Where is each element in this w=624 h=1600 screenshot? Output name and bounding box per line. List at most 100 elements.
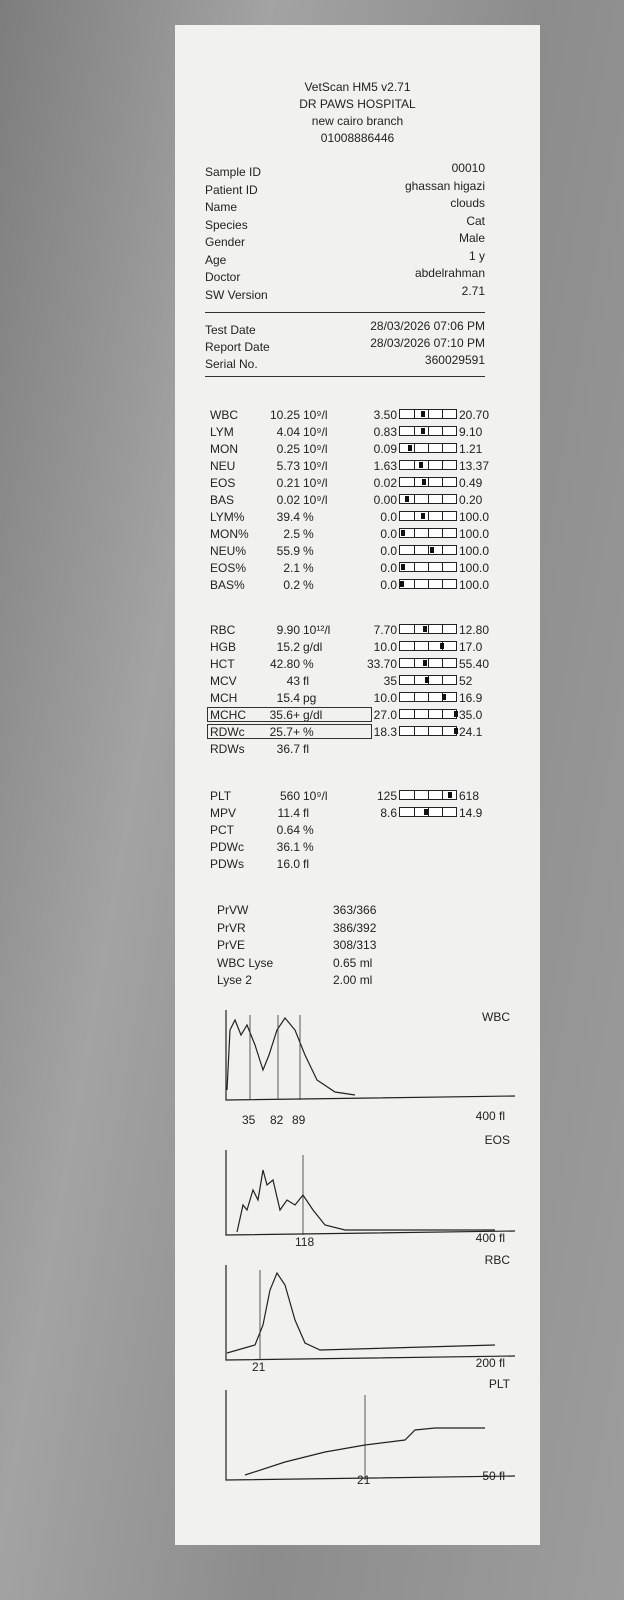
range-low: 0.02 (373, 476, 397, 490)
curve (225, 1010, 516, 1101)
info-value: abdelrahman (414, 266, 485, 280)
info-value: 28/03/2026 07:10 PM (370, 336, 485, 350)
bar-tick (442, 676, 443, 684)
range-low: 125 (376, 789, 397, 803)
range-low: 7.70 (373, 623, 397, 637)
result-value: 0.25 (276, 442, 300, 456)
result-unit: 10⁹/l (303, 789, 328, 803)
range-high: 14.9 (459, 806, 483, 820)
range-bar (399, 658, 457, 668)
bar-tick (428, 444, 429, 452)
result-value: 36.1 (276, 840, 300, 854)
range-marker (400, 581, 405, 587)
range-marker (407, 445, 412, 451)
range-low: 0.0 (380, 561, 397, 575)
range-low: 10.0 (373, 640, 397, 654)
result-value: 4.04 (276, 425, 300, 439)
range-low: 0.0 (380, 527, 397, 541)
bar-tick (428, 727, 429, 735)
range-low: 33.70 (366, 657, 397, 671)
curve (244, 1427, 485, 1476)
bar-tick (442, 410, 443, 418)
receipt: VetScan HM5 v2.71 DR PAWS HOSPITAL new cai… (175, 25, 540, 1545)
range-marker (442, 694, 447, 700)
range-marker (421, 479, 426, 485)
range-bar (399, 477, 457, 487)
range-low: 1.63 (373, 459, 397, 473)
flag-label: Lyse 2 (217, 973, 252, 987)
histogram-end: 50 fl (482, 1469, 505, 1483)
histogram-title: PLT (488, 1377, 510, 1391)
bar-tick (428, 529, 429, 537)
bar-tick (414, 461, 415, 469)
info-value: ghassan higazi (404, 178, 485, 193)
histogram (225, 1390, 516, 1481)
bar-tick (442, 461, 443, 469)
result-unit: pg (303, 691, 317, 705)
range-high: 20.70 (459, 408, 490, 422)
curve (225, 1265, 516, 1361)
range-marker (421, 513, 426, 519)
range-high: 24.1 (459, 725, 483, 739)
result-value: 39.4 (276, 510, 300, 524)
bar-tick (428, 710, 429, 718)
result-unit: 10⁹/l (303, 476, 328, 490)
bar-tick (442, 563, 443, 571)
result-unit: % (303, 657, 314, 671)
range-bar (399, 641, 457, 651)
range-high: 55.40 (459, 657, 490, 671)
range-bar (399, 807, 457, 817)
curve (225, 1390, 516, 1481)
header-branch: new cairo branch (311, 114, 404, 128)
result-unit: g/dl (303, 708, 323, 722)
range-bar (399, 675, 457, 685)
result-name: LYM (210, 425, 234, 439)
info-label: Name (205, 200, 238, 214)
range-low: 10.0 (373, 691, 397, 705)
histogram-end: 400 fl (475, 1109, 505, 1123)
range-bar (399, 709, 458, 719)
range-high: 9.10 (459, 425, 483, 439)
result-value: 15.2 (276, 640, 300, 654)
result-name: WBC (210, 408, 238, 422)
range-bar (399, 790, 457, 800)
info-value: 00010 (451, 161, 485, 175)
range-low: 0.0 (380, 510, 397, 524)
range-high: 0.20 (459, 493, 483, 507)
result-value: 11.4 (277, 806, 300, 820)
info-value: Cat (466, 213, 485, 228)
bar-tick (414, 642, 415, 650)
range-bar (399, 624, 457, 634)
range-bar (399, 460, 457, 470)
info-label: Age (205, 252, 227, 267)
range-high: 52 (459, 674, 473, 688)
info-value: 1 y (468, 248, 485, 263)
range-marker (420, 428, 425, 434)
histogram-tick: 21 (357, 1473, 371, 1487)
result-name: MON% (210, 527, 249, 541)
range-marker (430, 547, 435, 553)
bar-tick (428, 659, 429, 667)
histogram-end: 200 fl (475, 1356, 505, 1370)
bar-tick (442, 710, 443, 718)
result-value: 0.21 (276, 476, 300, 490)
bar-tick (442, 478, 443, 486)
bar-tick (414, 427, 415, 435)
range-high: 100.0 (459, 544, 490, 558)
histogram (225, 1150, 516, 1236)
result-value: 0.2 (283, 578, 300, 592)
range-high: 35.0 (459, 708, 483, 722)
header-phone: 01008886446 (320, 131, 395, 145)
range-marker (423, 626, 428, 632)
result-unit: % (303, 527, 314, 541)
range-bar (399, 692, 457, 702)
bar-tick (414, 693, 415, 701)
bar-tick (414, 529, 415, 537)
bar-tick (414, 676, 415, 684)
bar-tick (442, 546, 443, 554)
curve (226, 1016, 356, 1096)
result-name: RDWc (210, 725, 245, 739)
result-unit: 10⁹/l (303, 408, 328, 422)
bar-tick (414, 546, 415, 554)
result-unit: fl (303, 674, 309, 688)
